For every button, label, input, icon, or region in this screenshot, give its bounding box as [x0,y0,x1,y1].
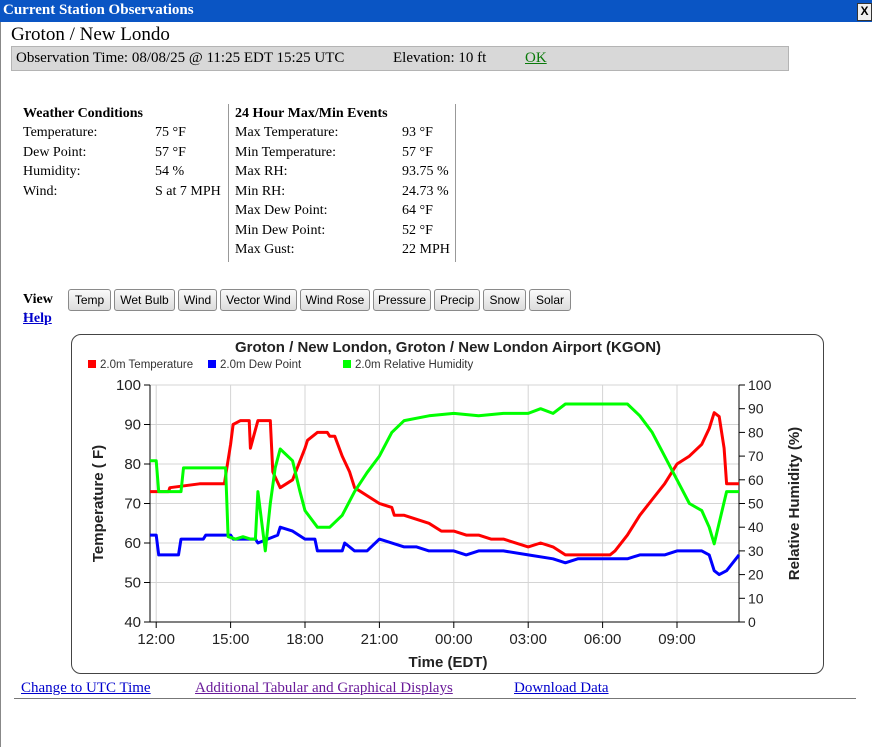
x-tick-label: 21:00 [361,631,399,648]
view-wet-bulb-button[interactable]: Wet Bulb [114,289,175,311]
table-divider [228,104,229,262]
window-titlebar: Current Station Observations X [0,0,872,22]
legend-label: 2.0m Relative Humidity [355,359,473,371]
y-tick-label: 60 [124,535,141,552]
y2-tick-label: 90 [748,401,764,417]
view-precip-button[interactable]: Precip [434,289,480,311]
close-button[interactable]: X [857,3,872,21]
conditions-header: Weather Conditions [23,106,143,121]
download-data-link[interactable]: Download Data [514,680,609,696]
x-tick-label: 06:00 [584,631,622,648]
view-pressure-button[interactable]: Pressure [373,289,431,311]
x-tick-label: 03:00 [509,631,547,648]
elevation: Elevation: 10 ft [393,50,487,66]
conditions-value: 75 °F [155,125,186,140]
window-border [0,22,1,747]
legend-label: 2.0m Temperature [100,359,193,371]
series-line-2-0m-dew-point [150,525,741,577]
y-axis-label: Temperature ( F) [90,445,107,562]
events-label: Min Dew Point: [235,223,326,238]
chart-title: Groton / New London, Groton / New London… [235,339,661,356]
y-tick-label: 100 [116,377,141,394]
status-ok-link[interactable]: OK [525,50,547,66]
x-tick-label: 12:00 [137,631,175,648]
legend-label: 2.0m Dew Point [220,359,302,371]
events-header: 24 Hour Max/Min Events [235,106,388,121]
events-value: 22 MPH [402,242,450,257]
y-tick-label: 40 [124,614,141,631]
y2-tick-label: 100 [748,377,772,393]
footer-divider [14,698,856,699]
y2-tick-label: 40 [748,519,764,535]
y-tick-label: 70 [124,496,141,513]
events-label: Max Gust: [235,242,295,257]
chart-panel: Groton / New London, Groton / New London… [71,334,824,674]
x-tick-label: 09:00 [658,631,696,648]
conditions-value: 54 % [155,164,185,179]
events-label: Max Temperature: [235,125,339,140]
help-link[interactable]: Help [23,311,52,326]
additional-displays-link[interactable]: Additional Tabular and Graphical Display… [195,680,453,696]
events-value: 93 °F [402,125,433,140]
series-line-2-0m-temperature [150,411,739,557]
y2-tick-label: 10 [748,590,764,606]
view-wind-button[interactable]: Wind [178,289,217,311]
y2-tick-label: 30 [748,543,764,559]
events-value: 93.75 % [402,164,449,179]
view-snow-button[interactable]: Snow [483,289,526,311]
conditions-value: S at 7 MPH [155,184,221,199]
events-value: 24.73 % [402,184,449,199]
window-title: Current Station Observations [3,2,194,18]
events-label: Max Dew Point: [235,203,328,218]
y2-tick-label: 20 [748,567,764,583]
y2-tick-label: 80 [748,424,764,440]
x-tick-label: 00:00 [435,631,473,648]
events-value: 57 °F [402,145,433,160]
y-tick-label: 50 [124,575,141,592]
legend-swatch [208,360,216,368]
events-label: Min Temperature: [235,145,337,160]
view-vector-wind-button[interactable]: Vector Wind [220,289,297,311]
events-value: 64 °F [402,203,433,218]
x-axis-label: Time (EDT) [409,654,488,671]
conditions-label: Temperature: [23,125,98,140]
y2-axis-label: Relative Humidity (%) [786,427,803,580]
conditions-label: Wind: [23,184,58,199]
x-tick-label: 18:00 [286,631,324,648]
legend-swatch [343,360,351,368]
observation-chart: Groton / New London, Groton / New London… [88,339,803,671]
y2-tick-label: 60 [748,472,764,488]
y2-tick-label: 70 [748,448,764,464]
table-divider [455,104,456,262]
observation-bar: Observation Time: 08/08/25 @ 11:25 EDT 1… [11,46,789,71]
observation-time: Observation Time: 08/08/25 @ 11:25 EDT 1… [16,50,345,66]
change-to-utc-link[interactable]: Change to UTC Time [21,680,151,696]
events-label: Max RH: [235,164,288,179]
view-temp-button[interactable]: Temp [68,289,111,311]
view-label: View : [23,292,53,323]
series-line-2-0m-relative-humidity [150,402,739,553]
events-value: 52 °F [402,223,433,238]
conditions-value: 57 °F [155,145,186,160]
events-label: Min RH: [235,184,286,199]
legend-swatch [88,360,96,368]
y2-tick-label: 0 [748,614,756,630]
x-tick-label: 15:00 [212,631,250,648]
y-tick-label: 90 [124,417,141,434]
view-wind-rose-button[interactable]: Wind Rose [300,289,370,311]
view-solar-button[interactable]: Solar [529,289,571,311]
y-tick-label: 80 [124,456,141,473]
station-name: Groton / New Londo [11,24,170,45]
conditions-label: Dew Point: [23,145,87,160]
conditions-label: Humidity: [23,164,81,179]
y2-tick-label: 50 [748,496,764,512]
